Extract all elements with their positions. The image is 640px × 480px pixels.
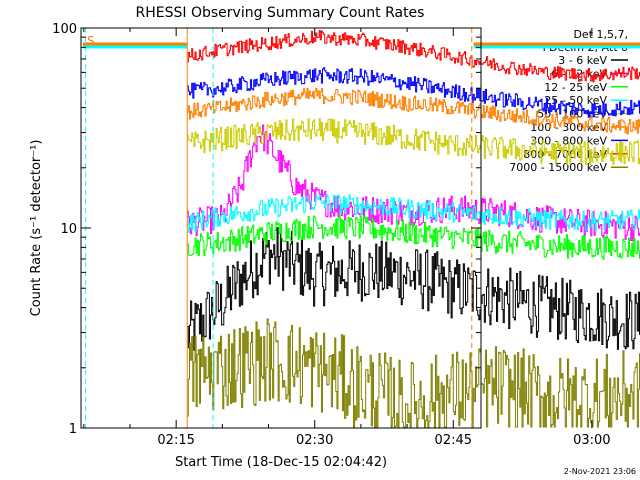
chart-title: RHESSI Observing Summary Count Rates bbox=[136, 5, 425, 21]
series-line bbox=[187, 30, 640, 83]
series-layer bbox=[187, 30, 640, 428]
series-line bbox=[187, 227, 640, 351]
series-line bbox=[187, 124, 640, 242]
plot-date-stamp: 2-Nov-2021 23:06 bbox=[564, 467, 636, 476]
series-line bbox=[187, 215, 640, 260]
y-axis-label: Count Rate (s⁻¹ detector⁻¹) bbox=[29, 140, 44, 317]
series-line bbox=[187, 87, 640, 135]
series-line bbox=[187, 194, 640, 233]
legend-entry-label: 12 - 25 keV bbox=[544, 81, 607, 94]
flag-label: S bbox=[87, 34, 95, 48]
x-tick-label: 02:45 bbox=[435, 433, 472, 448]
legend-header-line-1: Det 1,5,7, bbox=[573, 28, 628, 41]
y-tick-label: 10 bbox=[60, 222, 77, 237]
y-tick-label: 1 bbox=[69, 422, 77, 437]
series-line bbox=[187, 118, 640, 165]
x-tick-label: 02:30 bbox=[296, 433, 333, 448]
series-line bbox=[187, 67, 640, 118]
legend-entry-label: 7000 - 15000 keV bbox=[509, 161, 607, 174]
series-line bbox=[187, 318, 640, 428]
x-axis-label: Start Time (18-Dec-15 02:04:42) bbox=[175, 455, 387, 470]
x-tick-label: 02:15 bbox=[157, 433, 194, 448]
x-tick-label: 03:00 bbox=[573, 433, 610, 448]
y-tick-label: 100 bbox=[52, 22, 77, 37]
legend-entry-label: 3 - 6 keV bbox=[558, 54, 607, 67]
